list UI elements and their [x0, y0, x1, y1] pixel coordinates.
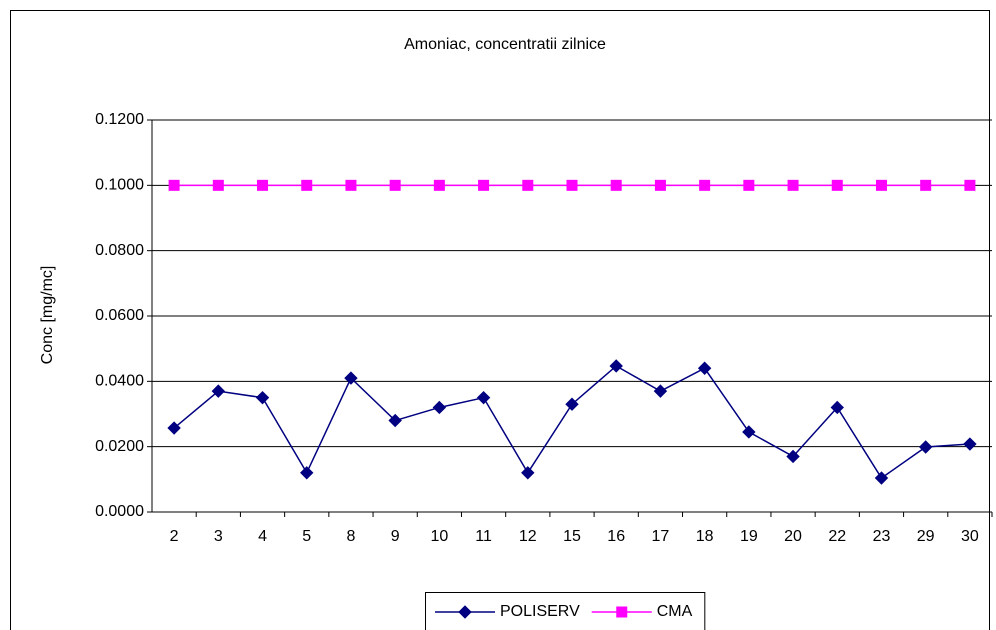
- data-point: [609, 359, 623, 373]
- y-tick-label: 0.0400: [95, 373, 144, 390]
- x-tick-label: 2: [170, 528, 179, 545]
- data-point: [920, 179, 932, 191]
- data-point: [566, 179, 578, 191]
- data-point: [478, 179, 490, 191]
- x-tick-label: 9: [391, 528, 400, 545]
- x-tick-label: 22: [828, 528, 846, 545]
- data-point: [301, 179, 313, 191]
- data-point: [697, 361, 712, 375]
- legend-marker: [458, 605, 472, 619]
- y-tick-label: 0.1200: [95, 111, 144, 128]
- legend: POLISERV CMA: [425, 592, 706, 630]
- data-point: [875, 179, 887, 191]
- legend-label: CMA: [657, 603, 693, 620]
- legend-label: POLISERV: [500, 603, 580, 620]
- x-tick-label: 23: [873, 528, 891, 545]
- y-tick-label: 0.0600: [95, 307, 144, 324]
- data-point: [167, 421, 181, 435]
- y-tick-label: 0.1000: [95, 177, 144, 194]
- data-point: [874, 471, 889, 485]
- data-point: [963, 437, 977, 451]
- x-tick-label: 15: [563, 528, 581, 545]
- x-tick-label: 18: [696, 528, 714, 545]
- x-tick-label: 5: [302, 528, 311, 545]
- data-point: [211, 384, 226, 398]
- y-tick-label: 0.0200: [95, 438, 144, 455]
- data-point: [699, 179, 711, 191]
- x-tick-label: 3: [214, 528, 223, 545]
- x-tick-label: 30: [961, 528, 979, 545]
- x-tick-label: 20: [784, 528, 802, 545]
- data-point: [831, 179, 843, 191]
- x-tick-label: 4: [258, 528, 267, 545]
- data-point: [433, 179, 445, 191]
- data-point: [344, 371, 358, 385]
- x-tick-label: 16: [607, 528, 625, 545]
- data-point: [432, 400, 447, 415]
- y-tick-label: 0.0000: [95, 503, 144, 520]
- data-point: [476, 390, 491, 405]
- x-tick-label: 19: [740, 528, 758, 545]
- data-point: [565, 397, 579, 411]
- data-point: [388, 413, 402, 428]
- data-point: [257, 179, 269, 191]
- data-point: [653, 384, 668, 398]
- data-point: [786, 449, 800, 464]
- data-point: [255, 390, 270, 405]
- data-point: [168, 179, 180, 191]
- data-point: [300, 466, 314, 480]
- chart-title: Amoniac, concentratii zilnice: [404, 36, 606, 53]
- data-point: [918, 440, 933, 454]
- data-point: [830, 400, 844, 415]
- data-point: [743, 179, 755, 191]
- y-tick-label: 0.0800: [95, 242, 144, 259]
- x-tick-label: 10: [430, 528, 448, 545]
- data-point: [522, 179, 534, 191]
- data-point: [389, 179, 401, 191]
- data-point: [964, 179, 976, 191]
- x-tick-label: 11: [475, 528, 492, 545]
- x-tick-label: 8: [346, 528, 355, 545]
- data-point: [212, 179, 224, 191]
- data-point: [521, 466, 535, 480]
- data-point: [787, 179, 799, 191]
- data-point: [345, 179, 357, 191]
- x-tick-label: 17: [652, 528, 670, 545]
- x-tick-label: 12: [519, 528, 537, 545]
- x-tick-label: 29: [917, 528, 935, 545]
- y-axis-label: Conc [mg/mc]: [39, 266, 56, 365]
- data-point: [742, 425, 756, 439]
- data-point: [610, 179, 622, 191]
- data-point: [654, 179, 666, 191]
- legend-marker: [616, 606, 628, 618]
- chart-frame: [10, 10, 990, 630]
